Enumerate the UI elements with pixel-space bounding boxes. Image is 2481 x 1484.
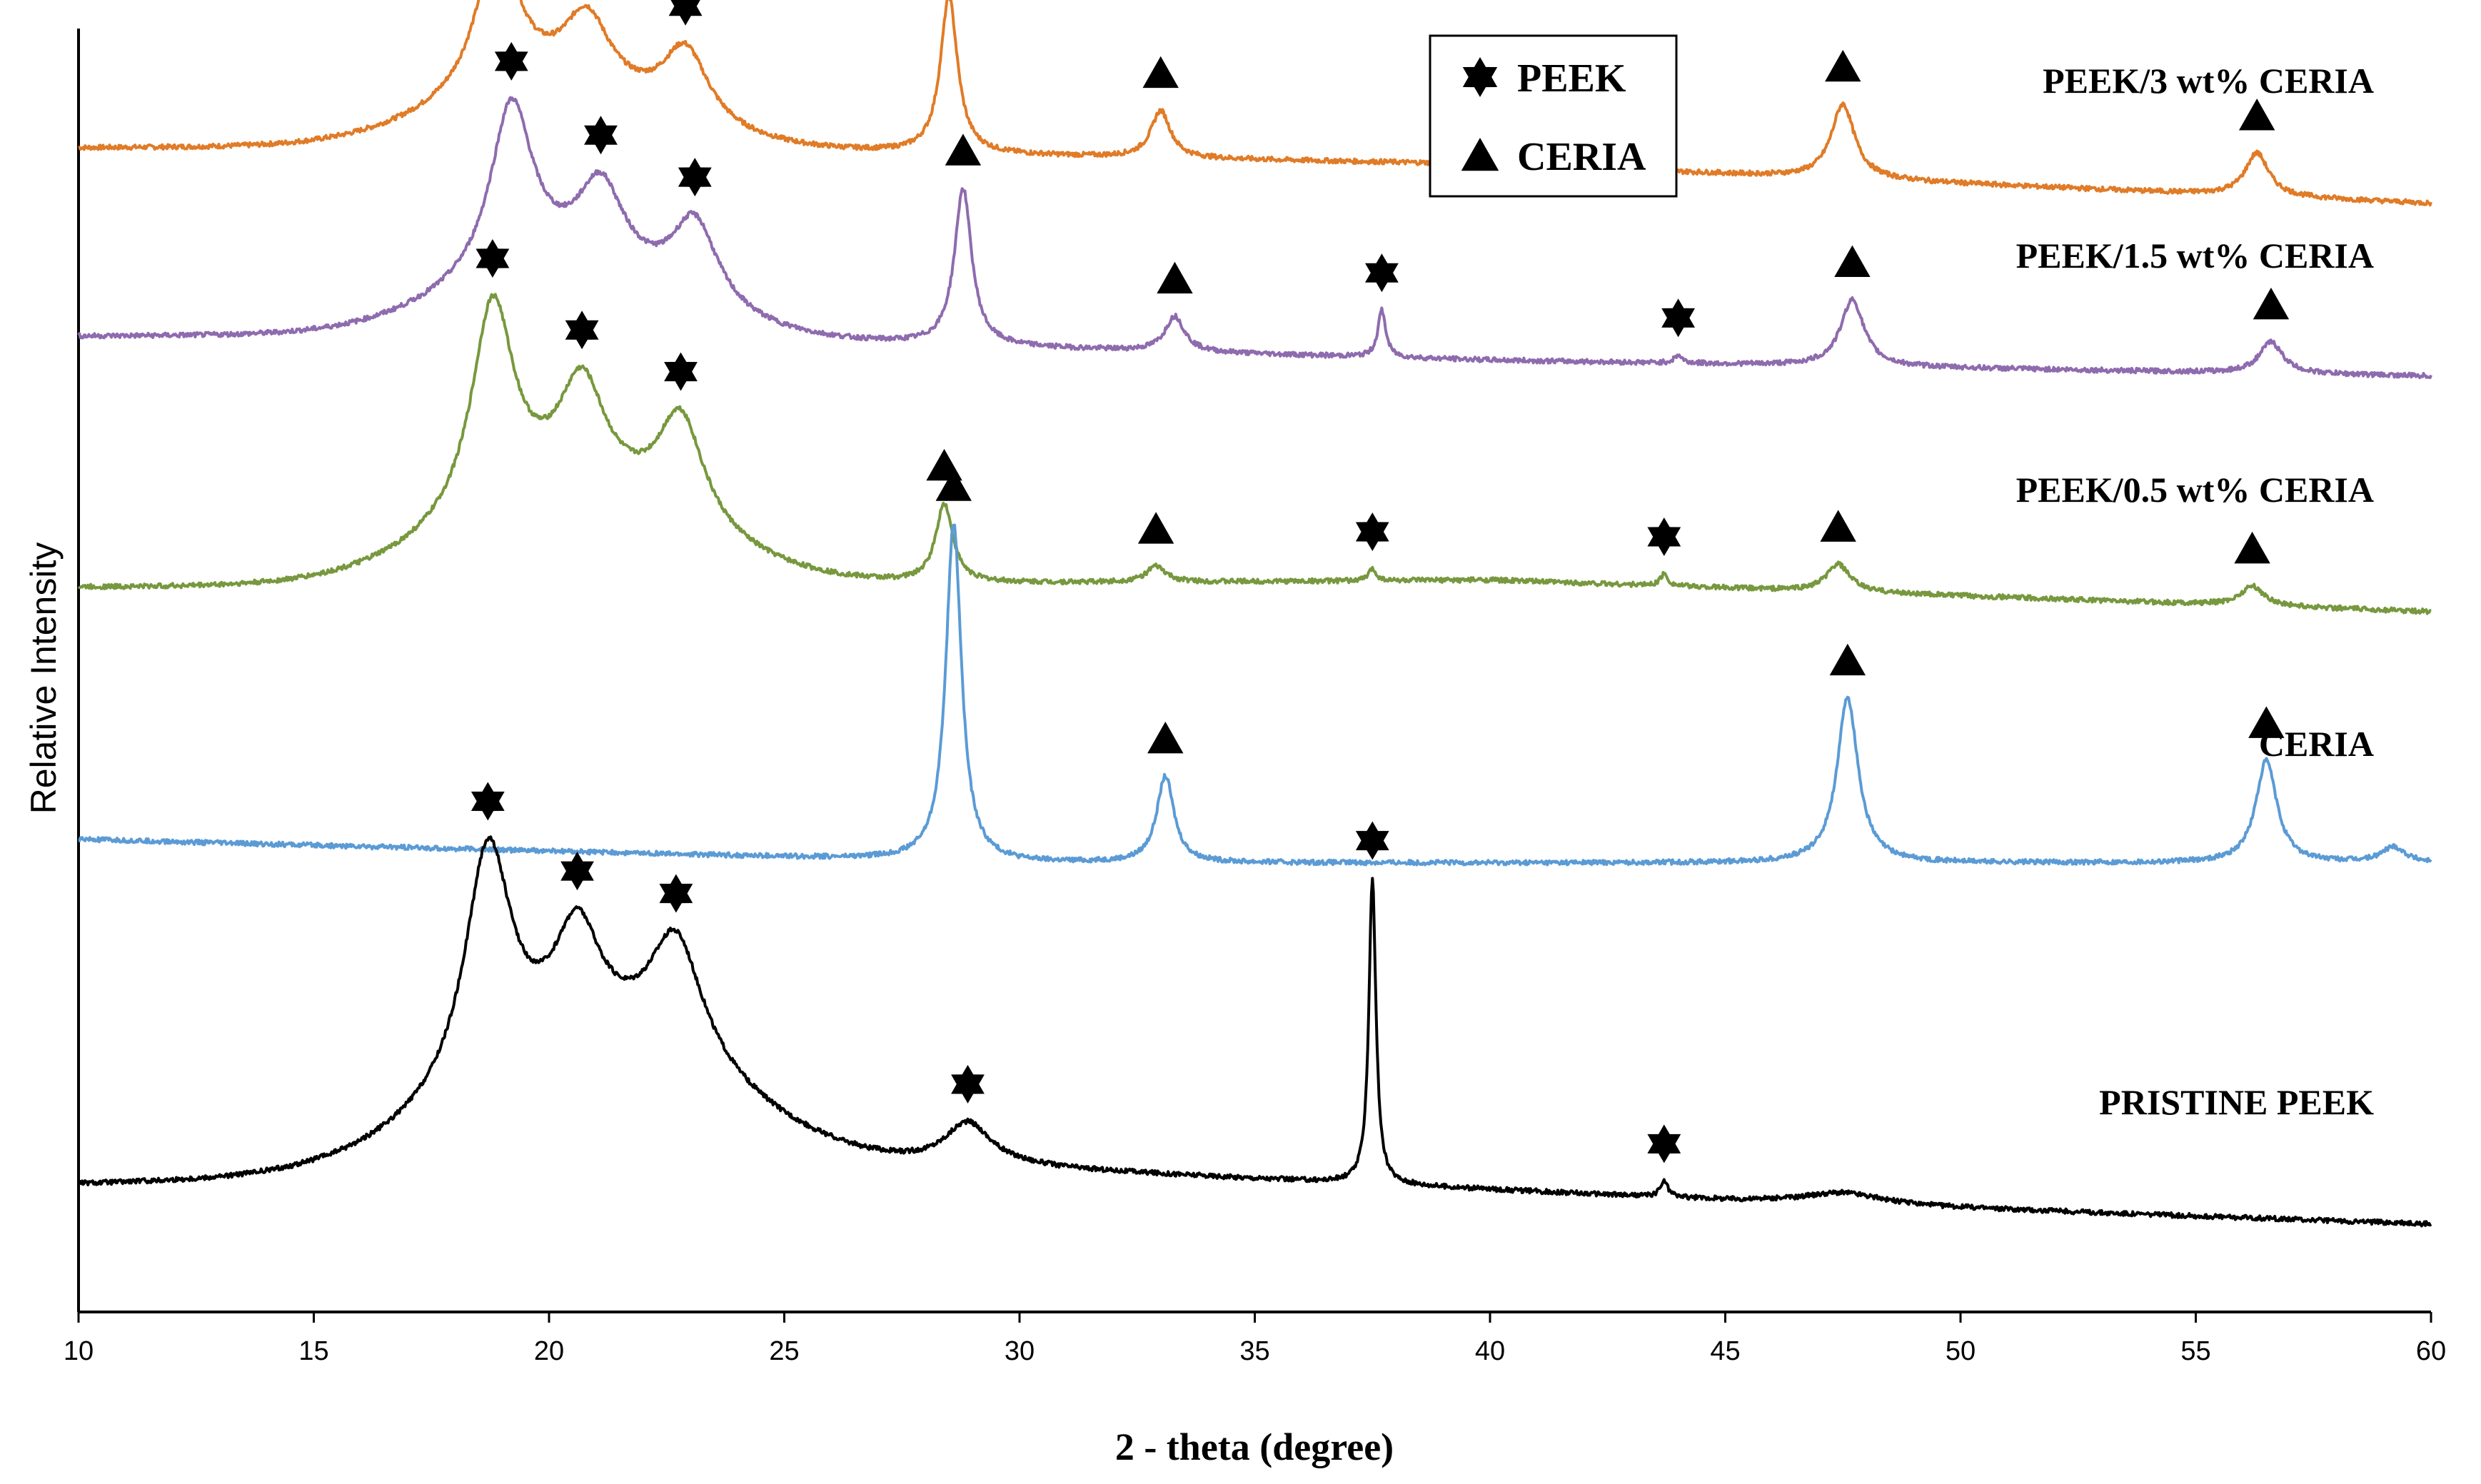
peek-peak-marker [678,158,712,197]
ceria-peak-marker [2234,531,2270,564]
series-line [78,0,2432,207]
peek-peak-marker [1355,821,1389,860]
series-line [77,96,2432,380]
ceria-peak-marker [2238,99,2275,131]
ceria-peak-marker [1825,49,1861,82]
peek-peak-marker [664,352,698,391]
series-label: PEEK/1.5 wt% CERIA [2016,236,2374,276]
x-tick-label: 10 [64,1336,94,1366]
series-line [77,835,2432,1228]
series-group [77,0,2432,1228]
x-tick-label: 40 [1475,1336,1505,1366]
y-axis-title: Relative Intensity [24,542,64,814]
peek-peak-marker [475,239,510,278]
peek-peak-marker [951,1064,985,1104]
series-labels: PEEK/3 wt% CERIA PEEK/1.5 wt% CERIA PEEK/0… [2016,61,2375,1122]
legend-label: CERIA [1517,135,1646,179]
x-axis-title: 2 - theta (degree) [1115,1425,1394,1468]
peek-peak-marker [1365,253,1399,293]
x-tick-label: 60 [2416,1336,2446,1366]
peek-peak-marker [1661,298,1695,338]
peek-peak-marker [565,311,599,350]
peek-peak-marker [668,0,703,26]
ceria-peak-marker [1147,721,1184,754]
peek-peak-marker [560,852,594,891]
peek-peak-marker [470,782,505,821]
series-label: CERIA [2259,724,2374,764]
peek-peak-marker [1647,1124,1681,1164]
x-tick-label: 50 [1946,1336,1976,1366]
ceria-peak-marker [1820,510,1856,542]
x-tick-label: 25 [769,1336,799,1366]
x-tick-label: 15 [298,1336,328,1366]
series-line [78,523,2432,867]
ceria-peak-marker [1829,643,1866,676]
x-tick-label: 45 [1710,1336,1740,1366]
legend-star-icon [1462,57,1498,97]
peek-peak-marker [1355,513,1389,551]
marker-group [470,0,2290,1164]
peek-peak-marker [494,41,528,81]
ceria-peak-marker [2253,288,2290,320]
ceria-peak-marker [1142,56,1179,89]
series-label: PEEK/0.5 wt% CERIA [2016,470,2374,510]
peek-peak-marker [584,116,618,155]
legend: PEEK CERIA [1429,34,1678,198]
ceria-peak-marker [2248,706,2285,738]
peek-peak-marker [1647,518,1681,556]
x-tick-label: 20 [534,1336,564,1366]
series-line [77,293,2432,615]
legend-label: PEEK [1517,56,1626,101]
peek-peak-marker [659,874,693,913]
series-label: PEEK/3 wt% CERIA [2043,61,2374,101]
x-tick-label: 30 [1005,1336,1035,1366]
ceria-peak-marker [1137,512,1174,544]
ceria-peak-marker [945,133,982,166]
x-tick-label: 55 [2180,1336,2210,1366]
ceria-peak-marker [1157,261,1193,294]
ceria-peak-marker [1834,245,1871,278]
ceria-peak-marker [935,469,972,501]
x-tick-label: 35 [1239,1336,1269,1366]
legend-items: PEEK CERIA [1461,56,1646,179]
legend-triangle-icon [1461,138,1499,171]
x-ticks: 10 15 20 25 30 35 40 45 50 55 60 [64,1312,2446,1366]
axes: 10 15 20 25 30 35 40 45 50 55 60 [64,29,2446,1366]
series-label: PRISTINE PEEK [2099,1082,2374,1122]
